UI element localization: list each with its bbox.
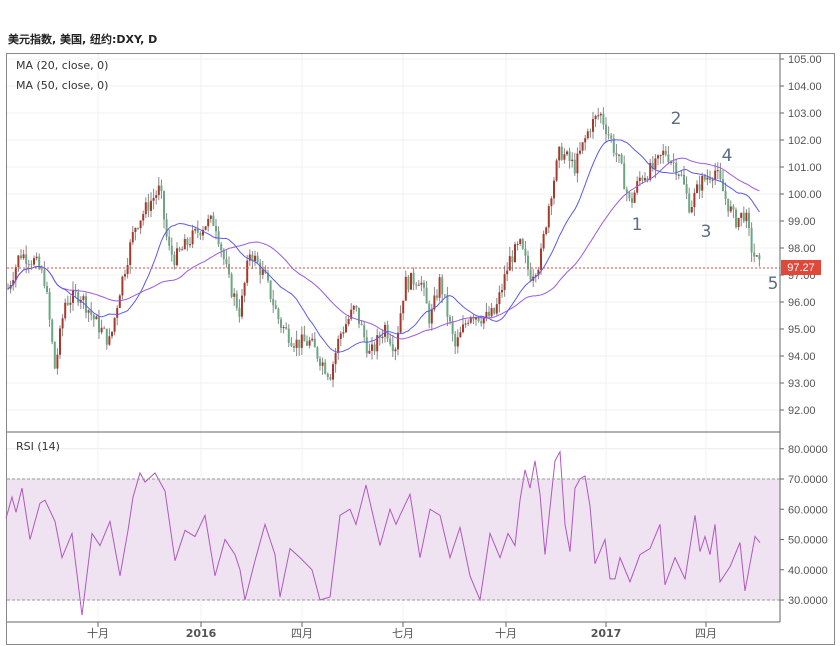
ma50-line <box>7 157 760 340</box>
time-tick-label: 四月 <box>695 627 717 640</box>
wave-label: 2 <box>671 109 682 129</box>
time-tick-label: 四月 <box>291 627 313 640</box>
candles <box>7 107 761 388</box>
price-tick-label: 102.00 <box>788 135 822 147</box>
ma20-line <box>7 139 760 353</box>
time-axis[interactable]: 十月 2016 四月 七月 十月 2017 四月 <box>87 622 717 640</box>
price-tick-label: 103.00 <box>788 108 822 120</box>
price-tick-label: 105.00 <box>788 54 822 66</box>
price-tick-label: 94.00 <box>788 351 816 363</box>
rsi-tick-label: 70.0000 <box>788 474 828 486</box>
legend-rsi[interactable]: RSI (14) <box>16 440 60 453</box>
price-tick-label: 104.00 <box>788 81 822 93</box>
rsi-line <box>5 450 761 616</box>
rsi-axis[interactable]: 80.0000 70.0000 60.0000 50.0000 40.0000 30.00… <box>780 444 828 607</box>
rsi-band <box>7 479 780 600</box>
price-axis[interactable]: 105.00 104.00 103.00 102.00 101.00 100.00 99.0… <box>780 54 822 417</box>
price-tick-label: 101.00 <box>788 162 822 174</box>
last-price-value: 97.27 <box>787 262 815 274</box>
price-tick-label: 95.00 <box>788 324 816 336</box>
rsi-tick-label: 40.0000 <box>788 565 828 577</box>
wave-label: 3 <box>701 222 712 242</box>
time-tick-label: 2016 <box>186 627 217 640</box>
legend-ma20[interactable]: MA (20, close, 0) <box>16 59 109 72</box>
rsi-tick-label: 80.0000 <box>788 444 828 456</box>
price-tick-label: 92.00 <box>788 405 816 417</box>
price-tick-label: 99.00 <box>788 216 816 228</box>
price-tick-label: 96.00 <box>788 297 816 309</box>
wave-label: 1 <box>632 215 643 235</box>
price-tick-label: 98.00 <box>788 243 816 255</box>
time-tick-label: 十月 <box>87 626 109 640</box>
price-tick-label: 93.00 <box>788 378 816 390</box>
price-tick-label: 100.00 <box>788 189 822 201</box>
rsi-tick-label: 30.0000 <box>788 595 828 607</box>
rsi-tick-label: 50.0000 <box>788 535 828 547</box>
last-price-badge <box>781 260 821 275</box>
wave-label: 4 <box>722 146 733 166</box>
wave-annotations: 1 2 3 4 5 <box>632 109 779 294</box>
legend-ma50[interactable]: MA (50, close, 0) <box>16 79 109 92</box>
time-tick-label: 七月 <box>392 627 414 640</box>
chart-frame[interactable] <box>6 53 835 645</box>
wave-label: 5 <box>768 274 779 294</box>
chart-title: 美元指数, 美国, 纽约:DXY, D <box>8 33 158 46</box>
rsi-tick-label: 60.0000 <box>788 504 828 516</box>
time-tick-label: 十月 <box>495 626 517 640</box>
time-tick-label: 2017 <box>591 627 622 640</box>
